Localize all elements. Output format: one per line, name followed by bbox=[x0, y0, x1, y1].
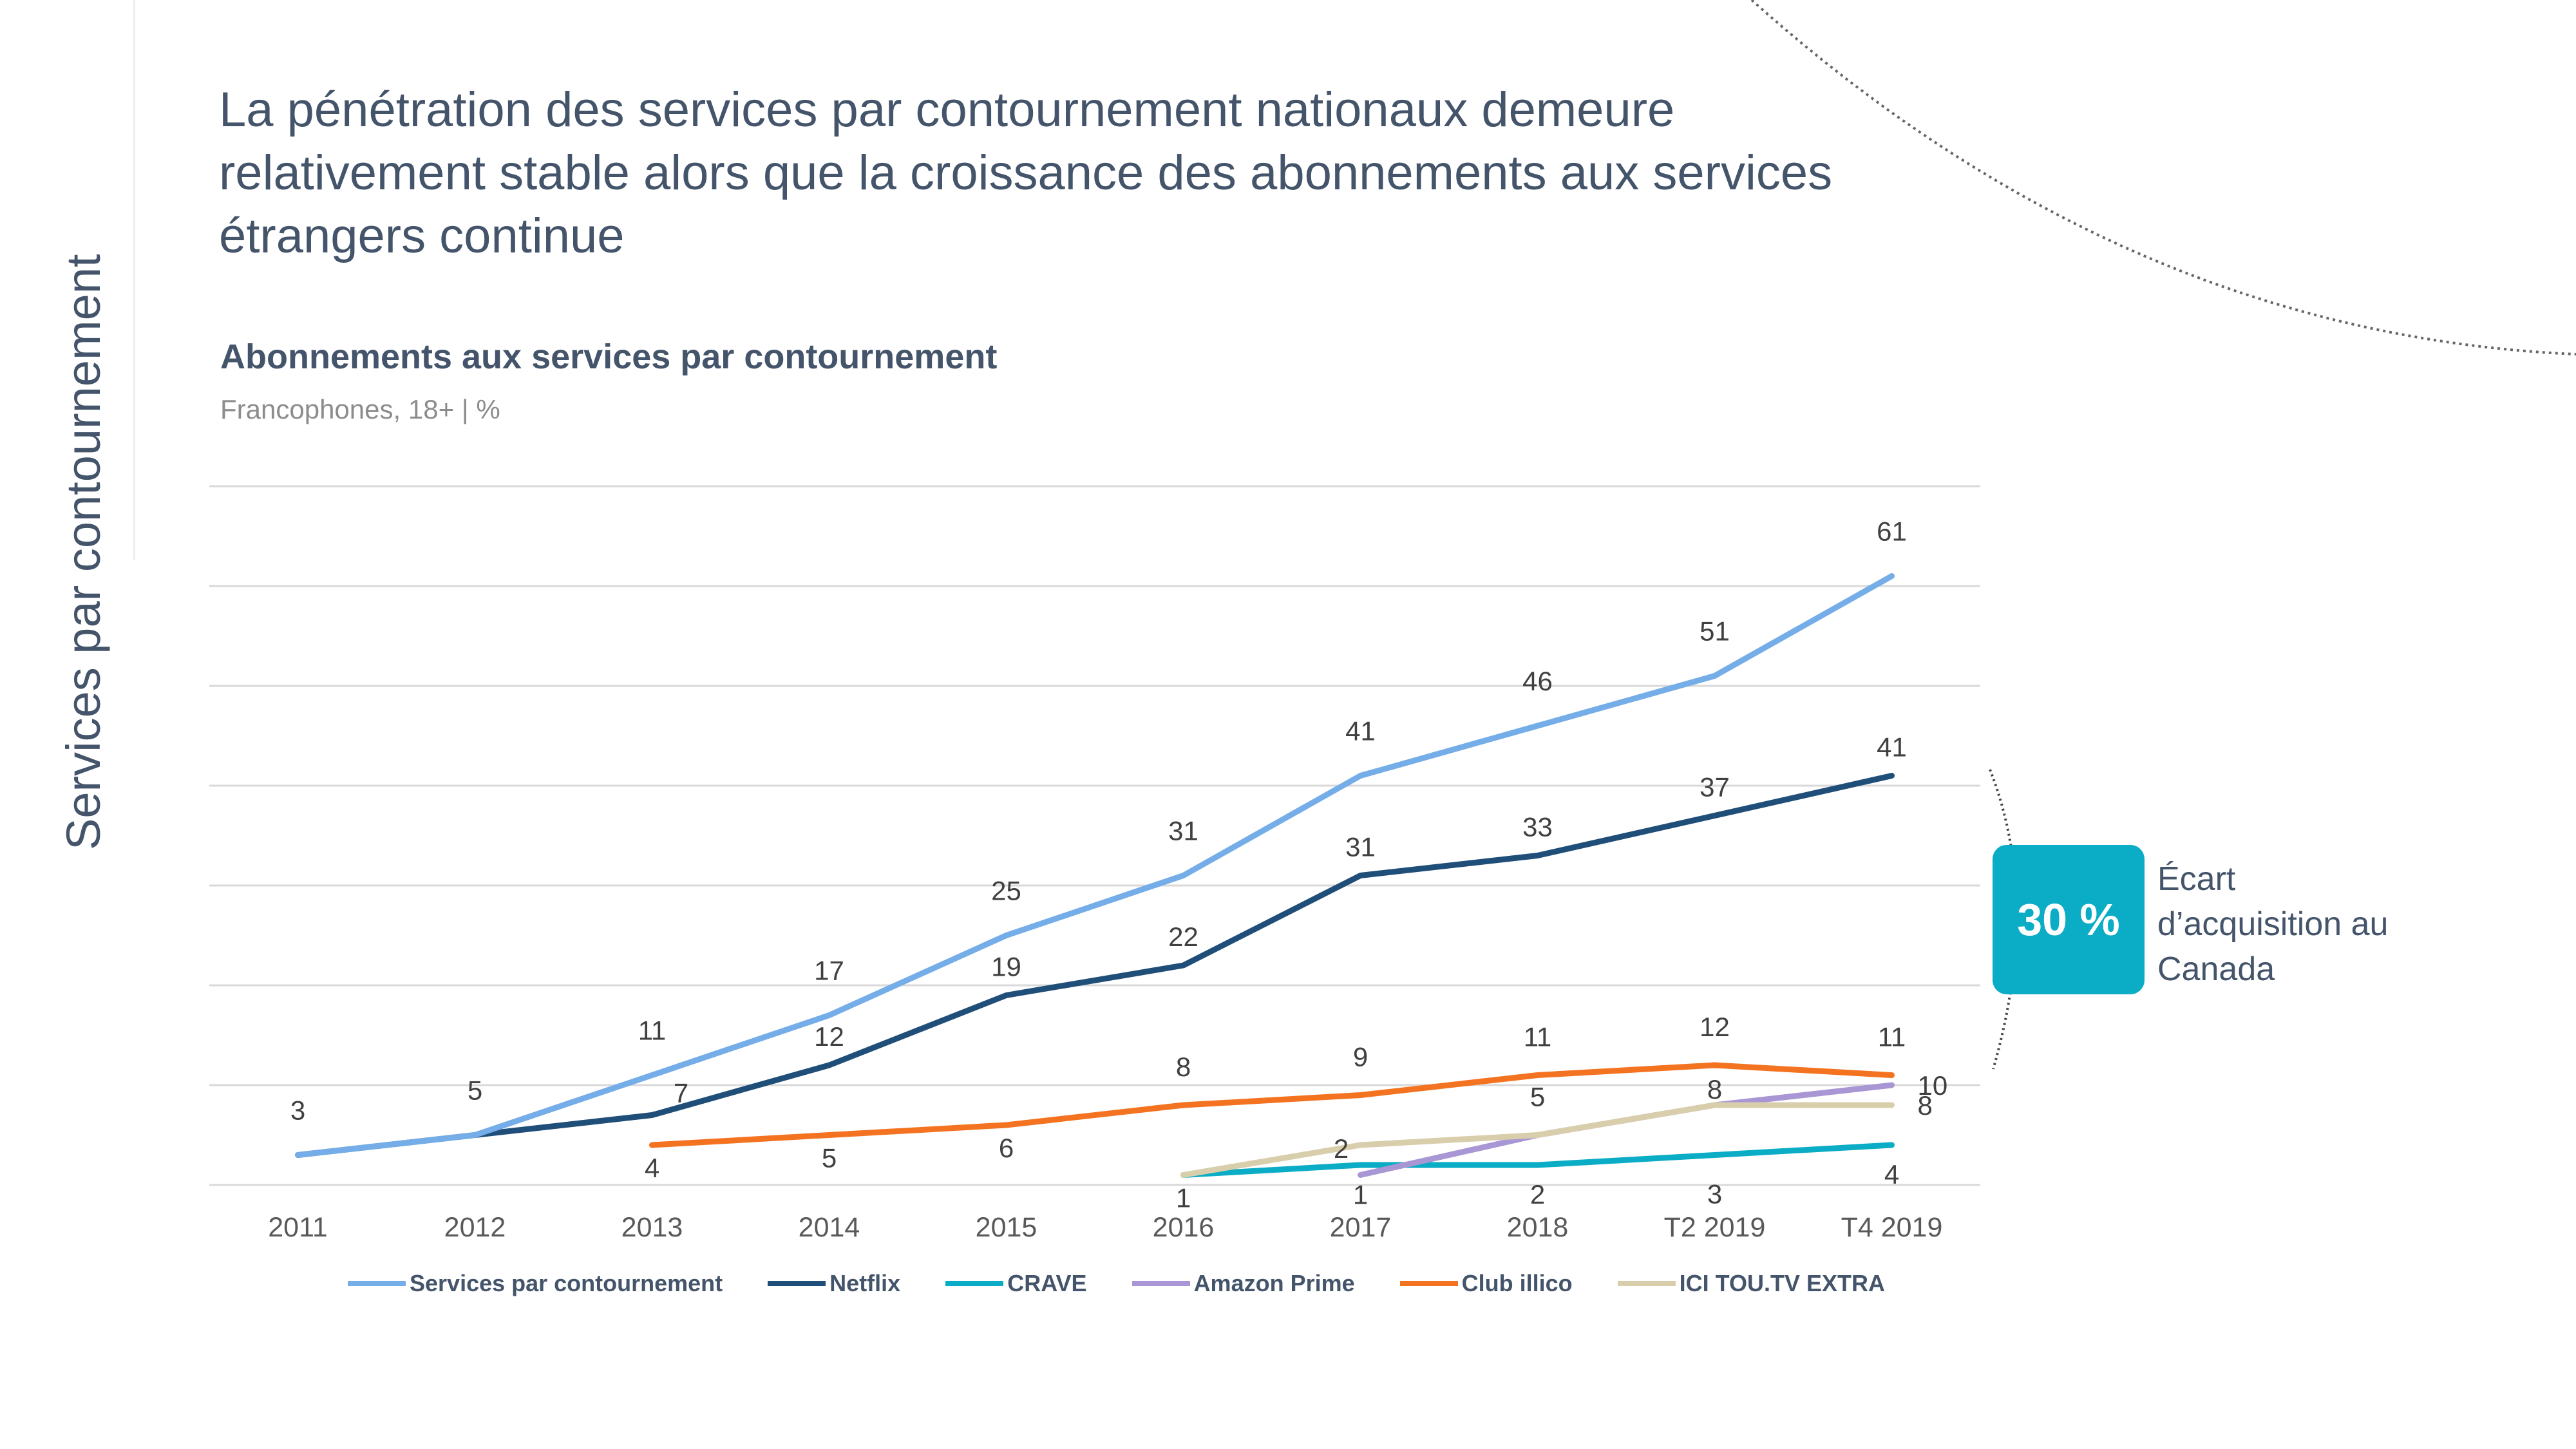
legend-item: ICI TOU.TV EXTRA bbox=[1617, 1270, 1886, 1297]
x-tick-label: T4 2019 bbox=[1841, 1212, 1943, 1243]
data-label: 5 bbox=[468, 1075, 482, 1106]
data-label: 2 bbox=[1334, 1133, 1349, 1164]
data-label: 46 bbox=[1522, 666, 1553, 696]
series-line bbox=[295, 573, 1895, 1158]
data-label: 6 bbox=[999, 1133, 1014, 1163]
x-tick-label: 2012 bbox=[444, 1212, 506, 1243]
series-line bbox=[295, 773, 1895, 1158]
data-label: 9 bbox=[1353, 1042, 1368, 1072]
data-label: 8 bbox=[1176, 1052, 1191, 1082]
data-label: 19 bbox=[991, 952, 1021, 982]
legend-item: CRAVE bbox=[945, 1270, 1087, 1297]
legend-swatch bbox=[768, 1281, 826, 1286]
data-label: 31 bbox=[1168, 816, 1198, 846]
x-tick-label: 2011 bbox=[268, 1212, 327, 1243]
data-label: 41 bbox=[1877, 732, 1907, 762]
data-label: 3 bbox=[1707, 1179, 1722, 1209]
legend-label: Netflix bbox=[829, 1270, 901, 1296]
data-label: 2 bbox=[1530, 1179, 1545, 1209]
legend-item: Services par contournement bbox=[348, 1270, 723, 1297]
legend-label: Services par contournement bbox=[410, 1270, 723, 1296]
data-label: 12 bbox=[814, 1021, 844, 1052]
legend-swatch bbox=[1399, 1281, 1458, 1286]
data-label: 11 bbox=[1524, 1022, 1552, 1052]
data-label: 3 bbox=[290, 1095, 305, 1126]
x-tick-label: 2017 bbox=[1330, 1212, 1392, 1243]
data-label: 5 bbox=[1530, 1082, 1545, 1112]
legend-label: Club illico bbox=[1461, 1270, 1573, 1296]
data-label: 4 bbox=[645, 1153, 659, 1183]
x-tick-label: 2013 bbox=[621, 1212, 683, 1243]
legend-swatch bbox=[945, 1281, 1004, 1286]
series-line bbox=[1180, 1102, 1895, 1178]
legend-item: Netflix bbox=[768, 1270, 900, 1297]
x-tick-label: 2018 bbox=[1507, 1212, 1569, 1243]
legend-item: Club illico bbox=[1399, 1270, 1573, 1297]
decorative-arc bbox=[1750, 0, 2576, 355]
legend-swatch bbox=[1617, 1281, 1676, 1286]
data-label: 12 bbox=[1700, 1012, 1730, 1042]
data-label: 5 bbox=[822, 1143, 837, 1173]
gap-badge-value: 30 % bbox=[2017, 895, 2120, 945]
gap-bracket bbox=[1989, 769, 2018, 1070]
data-label: 61 bbox=[1877, 516, 1907, 547]
data-label: 1 bbox=[1176, 1183, 1191, 1213]
data-label: 7 bbox=[674, 1078, 688, 1108]
data-label: 25 bbox=[991, 876, 1021, 906]
data-label: 33 bbox=[1522, 812, 1553, 842]
data-label: 41 bbox=[1345, 716, 1376, 746]
series-line bbox=[649, 1062, 1895, 1148]
data-label: 22 bbox=[1168, 922, 1198, 952]
data-label: 4 bbox=[1884, 1159, 1899, 1189]
gap-badge-caption: Écart d’acquisition au Canada bbox=[2157, 860, 2389, 988]
chart-subtitle: Francophones, 18+ | % bbox=[220, 394, 500, 424]
x-tick-label: 2015 bbox=[976, 1212, 1037, 1243]
side-divider bbox=[133, 0, 135, 560]
page-headline: La pénétration des services par contourn… bbox=[219, 82, 1833, 263]
x-tick-label: 2016 bbox=[1153, 1212, 1215, 1243]
legend-swatch bbox=[1132, 1281, 1190, 1286]
data-label: 31 bbox=[1345, 832, 1376, 862]
legend-swatch bbox=[348, 1281, 406, 1286]
data-label: 10 bbox=[1918, 1070, 1948, 1101]
series-line bbox=[1180, 1142, 1895, 1178]
data-label: 11 bbox=[1878, 1022, 1906, 1052]
data-label: 8 bbox=[1918, 1090, 1933, 1121]
x-tick-label: 2014 bbox=[799, 1212, 860, 1243]
legend-label: Amazon Prime bbox=[1193, 1270, 1355, 1296]
data-label: 1 bbox=[1353, 1180, 1368, 1210]
chart-legend: Services par contournement Netflix CRAVE Am… bbox=[348, 1270, 1926, 1297]
data-label: 17 bbox=[814, 956, 844, 986]
gap-badge: 30 % bbox=[1993, 845, 2145, 994]
legend-label: ICI TOU.TV EXTRA bbox=[1679, 1270, 1886, 1296]
data-label: 37 bbox=[1700, 772, 1730, 802]
data-label: 11 bbox=[638, 1016, 667, 1046]
legend-item: Amazon Prime bbox=[1132, 1270, 1355, 1297]
x-tick-label: T2 2019 bbox=[1664, 1212, 1766, 1243]
data-label: 51 bbox=[1700, 616, 1730, 647]
chart-title: Abonnements aux services par contourneme… bbox=[220, 337, 998, 376]
data-label: 8 bbox=[1707, 1074, 1722, 1104]
legend-label: CRAVE bbox=[1007, 1270, 1087, 1296]
